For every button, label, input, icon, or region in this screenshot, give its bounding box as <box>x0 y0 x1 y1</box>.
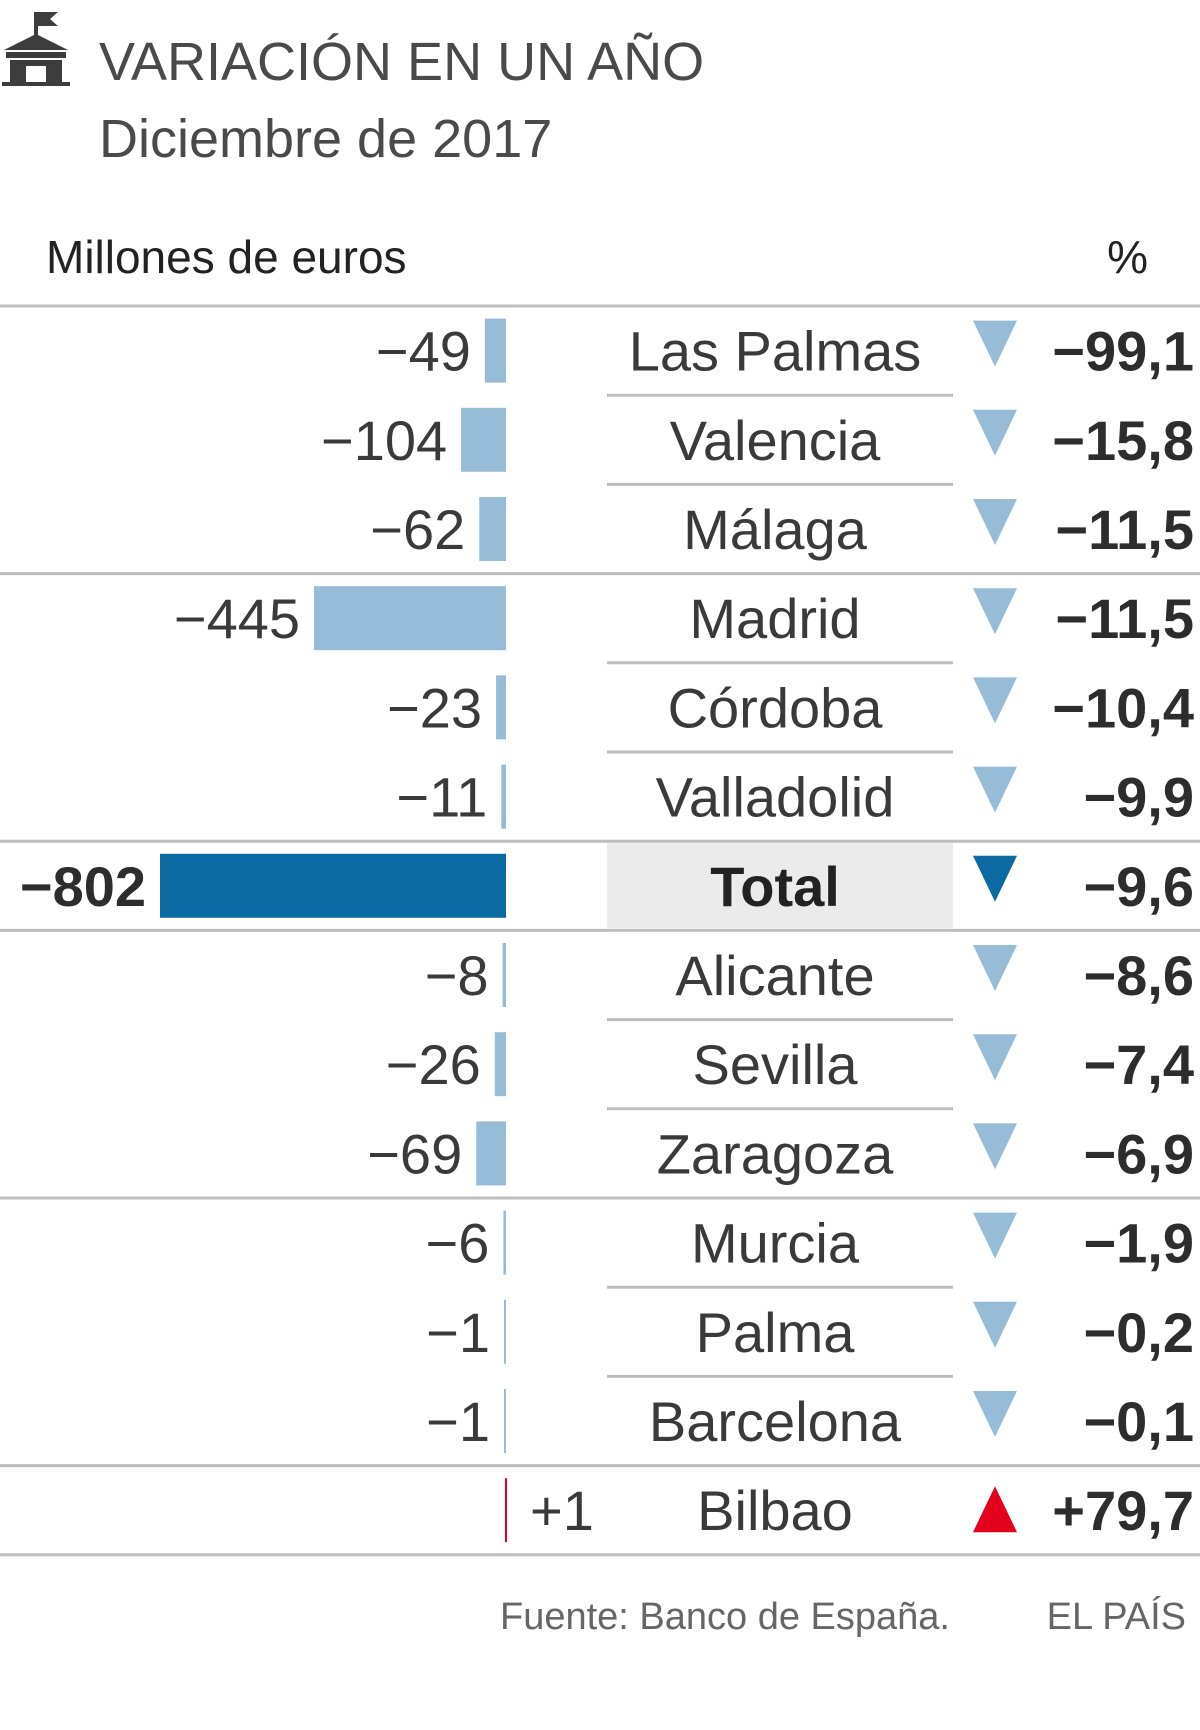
arrow-down-icon <box>973 1391 1017 1437</box>
table-row: −8 Alicante −8,6 <box>425 943 1194 1022</box>
percent-label: −10,4 <box>1052 676 1194 739</box>
bar <box>496 675 506 740</box>
arrow-down-icon <box>973 588 1017 635</box>
percent-label: −0,1 <box>1083 1390 1194 1453</box>
arrow-down-icon <box>973 1123 1017 1170</box>
category-label: Málaga <box>683 498 868 561</box>
category-label: Bilbao <box>697 1479 853 1542</box>
category-label: Córdoba <box>668 676 884 739</box>
category-label: Zaragoza <box>657 1122 894 1185</box>
value-label: −62 <box>370 498 465 561</box>
table-row: +1 Bilbao +79,7 <box>505 1478 1194 1543</box>
category-label: Las Palmas <box>629 320 922 383</box>
percent-label: +79,7 <box>1052 1479 1194 1542</box>
table-row: −1 Palma −0,2 <box>426 1299 1194 1378</box>
value-label: −11 <box>396 766 487 829</box>
right-axis-label: % <box>1107 231 1148 283</box>
percent-label: −8,6 <box>1083 944 1194 1007</box>
table-row: −104 Valencia −15,8 <box>321 407 1194 486</box>
bar <box>314 586 506 651</box>
bank-building-icon <box>2 12 70 86</box>
arrow-down-icon <box>973 945 1017 991</box>
value-label: −6 <box>426 1212 490 1275</box>
percent-label: −99,1 <box>1052 320 1194 383</box>
value-label: −23 <box>387 676 482 739</box>
table-row: −445 Madrid −11,5 <box>174 586 1194 665</box>
category-label: Alicante <box>675 944 874 1007</box>
value-label: −26 <box>386 1033 481 1096</box>
bar <box>504 1389 506 1453</box>
arrow-down-icon <box>973 499 1017 545</box>
bar <box>479 497 506 561</box>
value-label: −802 <box>20 855 146 918</box>
category-label: Total <box>710 855 840 918</box>
percent-label: −6,9 <box>1083 1122 1194 1185</box>
source-note: Fuente: Banco de España. <box>500 1596 950 1638</box>
left-axis-label: Millones de euros <box>46 231 407 283</box>
bar <box>503 1210 506 1275</box>
category-label: Murcia <box>691 1212 860 1275</box>
table-row: −1 Barcelona −0,1 <box>426 1389 1194 1453</box>
bar <box>494 1032 506 1097</box>
table-row: −23 Córdoba −10,4 <box>387 675 1194 754</box>
bar <box>505 1478 507 1543</box>
value-label: −445 <box>174 587 300 650</box>
arrow-down-icon <box>973 855 1017 902</box>
table-row: −69 Zaragoza −6,9 <box>367 1121 1194 1186</box>
table-row: −802 Total −9,6 <box>20 843 1194 929</box>
category-label: Palma <box>696 1301 856 1364</box>
chart-subtitle: Diciembre de 2017 <box>99 109 552 169</box>
category-label: Sevilla <box>693 1033 859 1096</box>
category-label: Valladolid <box>656 766 895 829</box>
bar <box>502 943 506 1007</box>
value-label: −1 <box>426 1390 490 1453</box>
section-rules <box>0 304 1200 1557</box>
category-label: Valencia <box>670 409 882 472</box>
bar <box>476 1121 506 1186</box>
arrow-down-icon <box>973 1034 1017 1081</box>
bar <box>461 407 506 472</box>
percent-label: −9,6 <box>1083 855 1194 918</box>
bar <box>504 1299 506 1364</box>
percent-label: −1,9 <box>1083 1212 1194 1275</box>
value-label: −49 <box>376 320 471 383</box>
arrow-down-icon <box>973 1212 1017 1259</box>
bar <box>160 853 506 918</box>
table-row: −6 Murcia −1,9 <box>426 1210 1194 1289</box>
arrow-down-icon <box>973 677 1017 724</box>
percent-label: −15,8 <box>1052 409 1194 472</box>
table-row: −62 Málaga −11,5 <box>370 497 1194 561</box>
arrow-down-icon <box>973 766 1017 813</box>
value-label: +1 <box>530 1479 594 1542</box>
percent-label: −11,5 <box>1055 498 1194 561</box>
brand-name: EL PAÍS <box>1047 1595 1186 1638</box>
percent-label: −11,5 <box>1055 587 1194 650</box>
arrow-down-icon <box>973 409 1017 456</box>
table-row: −49 Las Palmas −99,1 <box>376 318 1194 397</box>
category-label: Barcelona <box>649 1390 902 1453</box>
table-row: −11 Valladolid −9,9 <box>396 764 1194 829</box>
category-label: Madrid <box>689 587 860 650</box>
bar <box>501 764 506 829</box>
value-label: −69 <box>367 1122 462 1185</box>
table-row: −26 Sevilla −7,4 <box>386 1032 1194 1111</box>
value-label: −1 <box>426 1301 490 1364</box>
value-label: −8 <box>425 944 489 1007</box>
chart-rows: −49 Las Palmas −99,1 −104 Valencia −15,8 −62 Má… <box>20 318 1194 1543</box>
arrow-down-icon <box>973 320 1017 367</box>
bar <box>484 318 506 383</box>
percent-label: −9,9 <box>1083 766 1194 829</box>
chart-title: VARIACIÓN EN UN AÑO <box>99 32 704 92</box>
percent-label: −7,4 <box>1083 1033 1194 1096</box>
arrow-up-icon <box>973 1486 1017 1533</box>
value-label: −104 <box>321 409 447 472</box>
total-highlight <box>607 843 953 929</box>
percent-label: −0,2 <box>1083 1301 1194 1364</box>
arrow-down-icon <box>973 1301 1017 1348</box>
